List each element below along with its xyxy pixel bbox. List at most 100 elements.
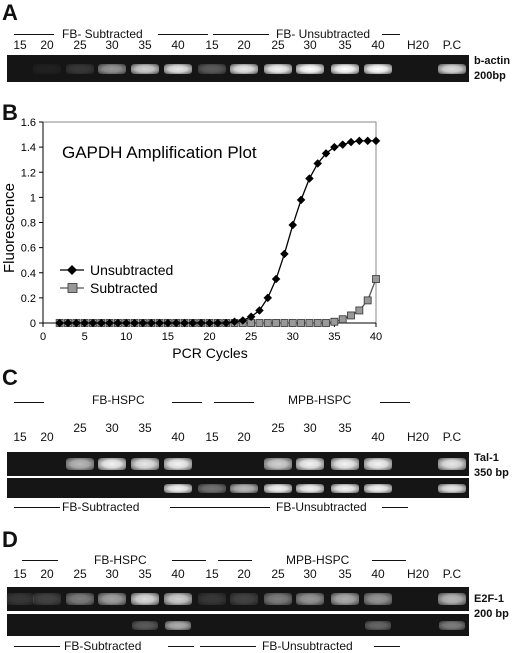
- gel-band: [264, 63, 292, 74]
- y-tick-label: 1: [30, 192, 36, 204]
- group-rule: [170, 507, 220, 508]
- chart-title: GAPDH Amplification Plot: [62, 143, 257, 162]
- group-label-fb-unsubtracted: FB- Unsubtracted: [276, 27, 371, 41]
- gel-band: [438, 483, 466, 493]
- gel-band: [296, 483, 324, 493]
- y-tick-label: 0.8: [21, 218, 36, 230]
- data-point-subtracted: [330, 317, 339, 326]
- data-point-unsubtracted: [230, 317, 239, 327]
- panel-b-letter: B: [2, 100, 18, 125]
- data-point-unsubtracted: [138, 318, 148, 328]
- data-point-subtracted: [305, 319, 314, 327]
- gel-band: [296, 593, 324, 605]
- lane-label: 35: [138, 421, 152, 435]
- gel-image-d-row2: [7, 614, 469, 636]
- group-label-fb-hspc: FB-HSPC: [92, 393, 145, 407]
- lane-label: 20: [237, 567, 251, 581]
- gel-band: [264, 483, 292, 493]
- lane-label: 20: [40, 38, 54, 52]
- gel-band: [331, 63, 359, 74]
- group-rule: [14, 402, 44, 403]
- gel-band: [198, 593, 226, 605]
- y-tick-label: 0.2: [21, 293, 36, 305]
- lane-label: 25: [73, 38, 87, 52]
- lane-label: 30: [303, 421, 317, 435]
- group-rule: [200, 646, 256, 647]
- lane-label: 35: [338, 567, 352, 581]
- x-tick-label: 5: [82, 331, 88, 343]
- data-point-unsubtracted: [338, 140, 348, 149]
- data-point-unsubtracted: [96, 318, 106, 328]
- lane-label: 30: [105, 421, 119, 435]
- lane-label: 15: [13, 38, 27, 52]
- y-tick-label: 1.6: [21, 118, 36, 129]
- data-point-unsubtracted: [330, 142, 339, 152]
- group-label-mpb-hspc: MPB-HSPC: [288, 393, 352, 407]
- data-point-subtracted: [363, 296, 372, 305]
- data-point-unsubtracted: [255, 306, 264, 315]
- gel-band: [296, 63, 324, 74]
- gel-band: [98, 63, 126, 74]
- data-point-subtracted: [272, 319, 281, 327]
- gel-band: [296, 458, 324, 470]
- x-tick-label: 15: [162, 331, 174, 343]
- sub-label-fb-subtracted-c: FB-Subtracted: [62, 500, 140, 514]
- data-point-unsubtracted: [371, 136, 381, 146]
- data-point-unsubtracted: [163, 318, 173, 328]
- gel-band: [165, 620, 191, 630]
- panel-c-letter: C: [2, 365, 18, 390]
- data-point-subtracted: [338, 315, 347, 324]
- lane-label: 25: [73, 567, 87, 581]
- gel-band: [364, 483, 392, 493]
- lane-label: 25: [73, 421, 87, 435]
- lane-label: 30: [303, 567, 317, 581]
- lane-label: 20: [237, 430, 251, 444]
- data-point-unsubtracted: [121, 318, 131, 328]
- data-point-unsubtracted: [221, 318, 231, 328]
- group-rule: [14, 507, 60, 508]
- group-rule: [214, 402, 254, 403]
- gel-image-c-row1: [7, 452, 469, 476]
- legend-marker-subtracted: [67, 283, 78, 293]
- legend-label-subtracted: Subtracted: [90, 280, 158, 296]
- data-point-unsubtracted: [363, 136, 373, 146]
- lane-label: 35: [138, 567, 152, 581]
- y-tick-label: 0.6: [21, 243, 36, 255]
- lane-label: 25: [271, 567, 285, 581]
- gel-band: [230, 593, 258, 605]
- gel-band: [230, 483, 258, 493]
- gel-band: [364, 458, 392, 470]
- data-point-unsubtracted: [213, 318, 223, 328]
- size-label-350bp: 350 bp: [474, 467, 509, 479]
- gel-band: [364, 63, 392, 74]
- gel-band: [230, 63, 258, 74]
- lane-label: 40: [171, 38, 185, 52]
- group-rule: [14, 34, 54, 35]
- data-point-unsubtracted: [188, 318, 198, 328]
- data-point-subtracted: [355, 306, 364, 315]
- lane-label: H20: [406, 430, 429, 444]
- lane-label: P.C: [442, 38, 462, 52]
- data-point-unsubtracted: [71, 318, 81, 328]
- lane-label: 25: [271, 38, 285, 52]
- group-rule: [220, 507, 270, 508]
- data-point-unsubtracted: [146, 318, 156, 328]
- gel-band: [331, 458, 359, 470]
- lane-label: 35: [338, 421, 352, 435]
- gene-label-tal-1: Tal-1: [474, 452, 499, 464]
- gel-band: [98, 458, 126, 470]
- gene-label-b-actin: b-actin: [474, 55, 511, 67]
- gel-band: [33, 593, 61, 605]
- gel-band: [198, 483, 226, 493]
- data-point-unsubtracted: [130, 318, 139, 328]
- data-point-subtracted: [372, 275, 380, 283]
- data-point-unsubtracted: [155, 318, 164, 328]
- data-point-subtracted: [297, 319, 305, 327]
- sub-label-fb-subtracted-d: FB-Subtracted: [64, 639, 142, 653]
- gel-band: [198, 63, 226, 74]
- group-rule: [14, 646, 60, 647]
- gel-band: [438, 593, 466, 605]
- gel-band: [364, 593, 392, 605]
- x-tick-label: 0: [40, 331, 46, 343]
- data-point-unsubtracted: [171, 318, 181, 328]
